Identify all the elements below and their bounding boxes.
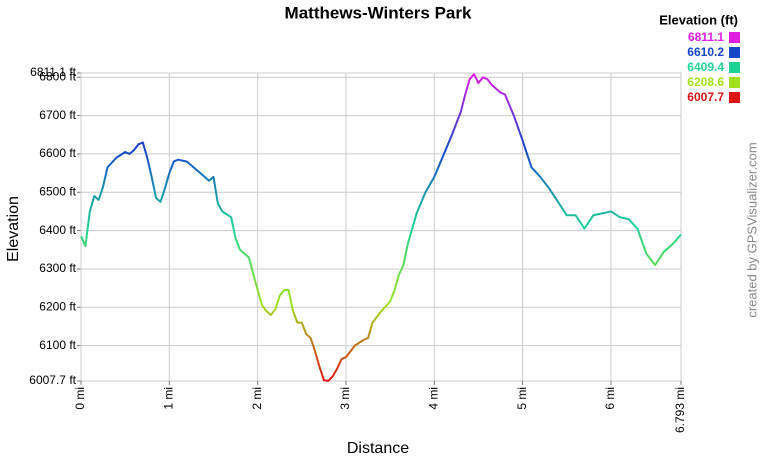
y-tick-label: 6500 ft	[39, 184, 76, 198]
elevation-line	[80, 73, 682, 382]
y-tick-label: 6700 ft	[39, 108, 76, 122]
legend-title: Elevation (ft)	[659, 12, 738, 27]
x-tick-label: 6 mi	[603, 387, 617, 410]
x-tick-label: 2 mi	[250, 387, 264, 410]
legend-label: 6610.2	[687, 45, 724, 59]
y-tick-label: 6400 ft	[39, 223, 76, 237]
plot-area	[80, 72, 682, 382]
legend-label: 6208.6	[687, 75, 724, 89]
x-tick-label: 4 mi	[426, 387, 440, 410]
x-axis-label: Distance	[347, 440, 409, 457]
credit: created by GPSVisualizer.com	[744, 142, 759, 317]
legend-swatch	[729, 92, 740, 103]
x-tick-label: 6.793 mi	[673, 387, 687, 433]
y-tick-label: 6800 ft	[39, 69, 76, 83]
legend-label: 6007.7	[687, 90, 724, 104]
y-axis-label: Elevation	[5, 196, 22, 262]
legend-swatch	[729, 62, 740, 73]
y-tick-label: 6600 ft	[39, 146, 76, 160]
x-tick-label: 3 mi	[338, 387, 352, 410]
chart-title: Matthews-Winters Park	[285, 3, 472, 22]
x-tick-label: 1 mi	[161, 387, 175, 410]
y-tick-label: 6811.1 ft	[30, 65, 76, 79]
x-tick-label: 5 mi	[515, 387, 529, 410]
legend-swatch	[729, 47, 740, 58]
y-tick-label: 6300 ft	[39, 261, 76, 275]
legend-label: 6811.1	[688, 30, 724, 44]
y-tick-label: 6100 ft	[39, 338, 76, 352]
y-tick-label: 6007.7 ft	[29, 373, 76, 387]
x-tick-label: 0 mi	[73, 387, 87, 410]
legend-label: 6409.4	[687, 60, 724, 74]
y-tick-label: 6200 ft	[39, 299, 76, 313]
legend-swatch	[729, 77, 740, 88]
legend-swatch	[729, 32, 740, 43]
